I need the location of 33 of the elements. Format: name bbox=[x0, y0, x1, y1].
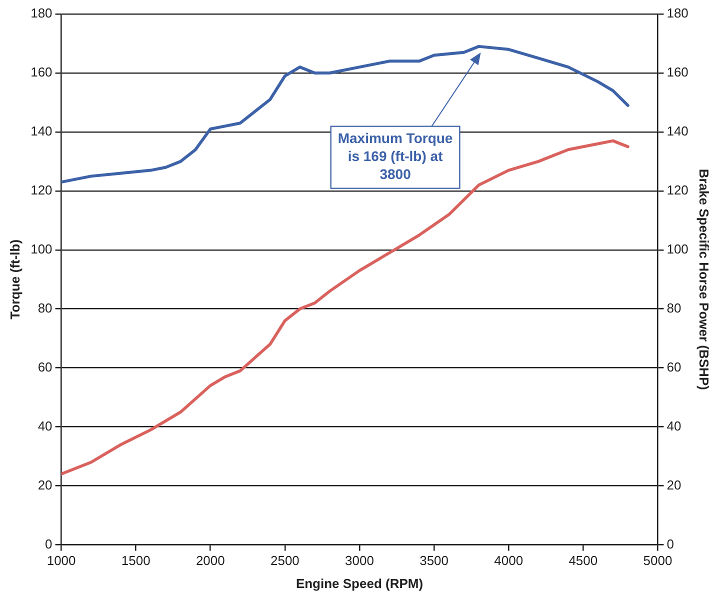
y2-tick-label: 20 bbox=[666, 477, 682, 492]
y-tick-label: 40 bbox=[38, 418, 52, 434]
y-tick-label: 120 bbox=[30, 182, 52, 198]
x-tick-label: 1500 bbox=[121, 553, 150, 568]
x-tick-label: 4500 bbox=[568, 553, 598, 568]
y2-tick-label: 60 bbox=[666, 359, 682, 374]
y-tick-label: 140 bbox=[30, 124, 52, 139]
y-tick-label: 0 bbox=[45, 536, 52, 552]
y-tick-label: 100 bbox=[30, 241, 52, 256]
y2-tick-label: 180 bbox=[666, 6, 688, 21]
x-axis-title: Engine Speed (RPM) bbox=[296, 576, 424, 591]
y-tick-label: 180 bbox=[30, 6, 52, 21]
y2-tick-label: 40 bbox=[666, 418, 682, 434]
y2-tick-label: 140 bbox=[666, 124, 688, 139]
x-tick-label: 1000 bbox=[46, 553, 76, 568]
x-tick-label: 5000 bbox=[643, 553, 672, 568]
y-tick-label: 80 bbox=[38, 300, 52, 316]
annotation: Maximum Torque is 169 (ft-lb) at 3800 bbox=[338, 130, 453, 182]
y-tick-label: 60 bbox=[38, 359, 52, 374]
y2-tick-label: 160 bbox=[666, 64, 688, 80]
y-axis-title: Torque (ft-lb) bbox=[7, 239, 22, 320]
x-tick-label: 4000 bbox=[494, 553, 524, 568]
y2-tick-label: 80 bbox=[666, 300, 682, 316]
y2-tick-label: 120 bbox=[666, 182, 688, 198]
y-tick-label: 20 bbox=[38, 477, 52, 492]
x-tick-label: 2500 bbox=[270, 553, 300, 568]
y2-axis-title: Brake Specific Horse Power (BSHP) bbox=[696, 168, 712, 390]
y2-tick-label: 0 bbox=[666, 536, 674, 552]
x-tick-label: 3500 bbox=[420, 553, 449, 568]
x-tick-label: 2000 bbox=[196, 553, 225, 568]
y-tick-label: 160 bbox=[30, 64, 52, 80]
y2-tick-label: 100 bbox=[666, 241, 688, 256]
x-tick-label: 3000 bbox=[345, 553, 374, 568]
